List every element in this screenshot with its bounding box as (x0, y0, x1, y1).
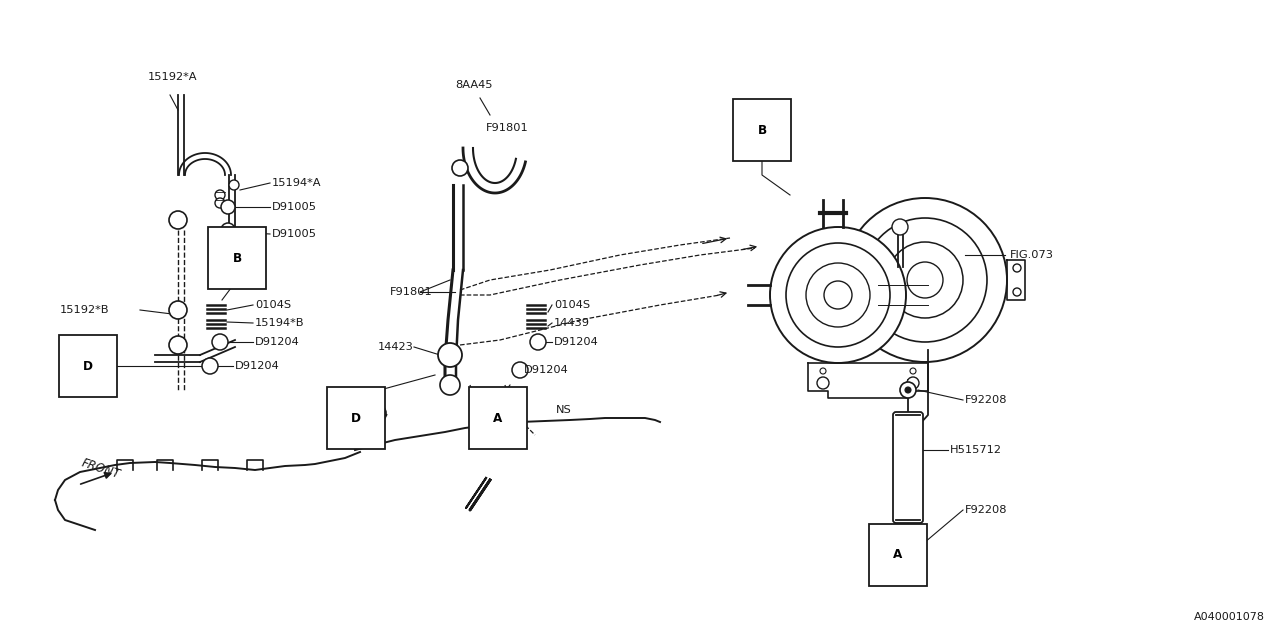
Text: 0104S: 0104S (554, 300, 590, 310)
FancyBboxPatch shape (893, 412, 923, 523)
Text: NS: NS (556, 405, 572, 415)
Text: 15194*A: 15194*A (273, 178, 321, 188)
Text: 0104S: 0104S (255, 300, 291, 310)
Circle shape (452, 160, 468, 176)
Circle shape (887, 242, 963, 318)
Circle shape (892, 219, 908, 235)
Text: 15192*B: 15192*B (60, 305, 110, 315)
Text: D91005: D91005 (273, 202, 317, 212)
Text: A: A (893, 548, 902, 561)
Circle shape (1012, 288, 1021, 296)
Circle shape (370, 405, 387, 421)
Text: D: D (351, 412, 361, 424)
Text: D91204: D91204 (236, 361, 280, 371)
FancyBboxPatch shape (878, 267, 928, 323)
Text: F91801: F91801 (390, 287, 433, 297)
Text: H515712: H515712 (950, 445, 1002, 455)
Text: A: A (493, 412, 503, 424)
Text: F92208: F92208 (965, 395, 1007, 405)
Text: D91204: D91204 (554, 337, 599, 347)
Circle shape (440, 375, 460, 395)
Circle shape (904, 429, 916, 441)
Circle shape (900, 382, 916, 398)
Circle shape (229, 180, 239, 190)
Circle shape (863, 218, 987, 342)
Circle shape (900, 540, 916, 556)
Text: B: B (758, 124, 767, 136)
Text: D91005: D91005 (273, 229, 317, 239)
Circle shape (806, 263, 870, 327)
Circle shape (530, 334, 547, 350)
Circle shape (908, 262, 943, 298)
Circle shape (221, 223, 236, 237)
Circle shape (910, 368, 916, 374)
Text: 14423: 14423 (378, 342, 413, 352)
Circle shape (215, 190, 225, 200)
Circle shape (215, 198, 225, 208)
Circle shape (786, 243, 890, 347)
Circle shape (817, 377, 829, 389)
Circle shape (1012, 264, 1021, 272)
Text: F91801: F91801 (486, 123, 529, 133)
Text: D91204: D91204 (524, 365, 568, 375)
Text: 15194*B: 15194*B (255, 318, 305, 328)
Circle shape (905, 387, 911, 393)
Circle shape (202, 358, 218, 374)
Text: F92208: F92208 (965, 505, 1007, 515)
Text: 15192*A: 15192*A (148, 72, 197, 82)
Circle shape (169, 211, 187, 229)
Circle shape (771, 227, 906, 363)
Text: D91204: D91204 (255, 337, 300, 347)
Text: D: D (83, 360, 93, 372)
Circle shape (824, 281, 852, 309)
Circle shape (438, 343, 462, 367)
Circle shape (908, 377, 919, 389)
Circle shape (212, 334, 228, 350)
Circle shape (905, 545, 911, 551)
Text: FRONT: FRONT (79, 456, 122, 481)
Circle shape (169, 301, 187, 319)
Text: 8AA45: 8AA45 (454, 80, 493, 90)
Text: A040001078: A040001078 (1194, 612, 1265, 622)
Circle shape (221, 200, 236, 214)
Circle shape (512, 362, 529, 378)
Circle shape (169, 336, 187, 354)
Circle shape (820, 368, 826, 374)
Text: 14439: 14439 (554, 318, 590, 328)
Circle shape (844, 198, 1007, 362)
Text: FIG.073: FIG.073 (1010, 250, 1053, 260)
Text: B: B (233, 252, 242, 264)
